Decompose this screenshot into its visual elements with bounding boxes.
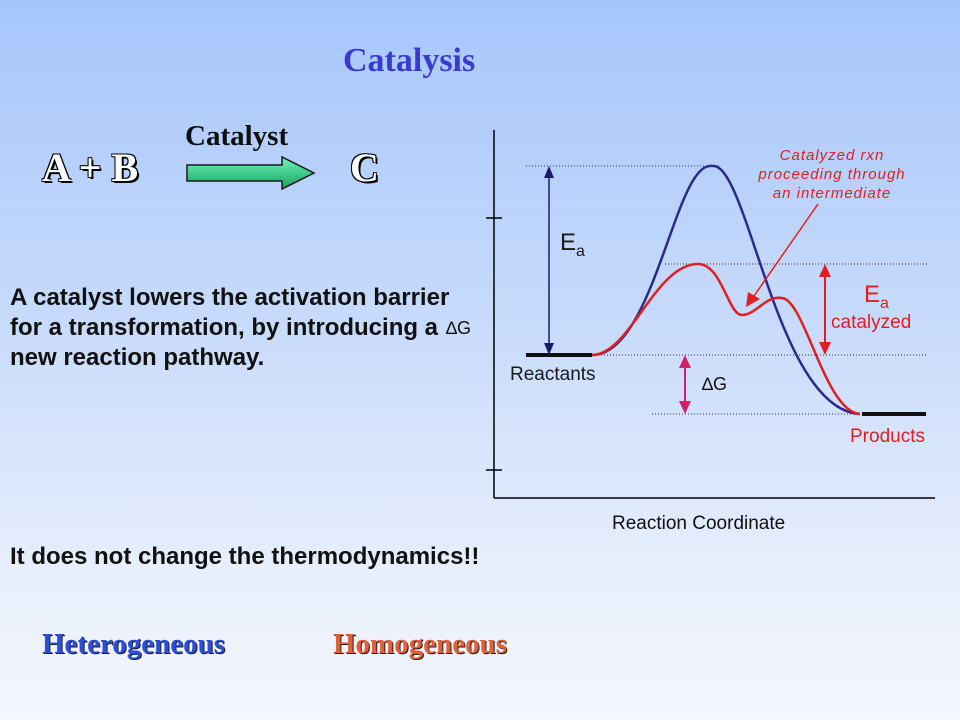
annotation-line-2: proceeding through: [757, 166, 905, 183]
catalyst-description: A catalyst lowers the activation barrier…: [10, 284, 450, 371]
delta-g-arrow-head-down: [679, 401, 691, 414]
delta-g-axis-label: ∆G: [446, 318, 472, 338]
products-label: Products: [850, 426, 925, 447]
annotation-line-1: Catalyzed rxn: [780, 147, 885, 164]
slide-title: Catalysis: [343, 42, 476, 79]
annotation-line-3: an intermediate: [773, 185, 891, 202]
equation-reactants: A + B: [42, 145, 139, 190]
reaction-arrow-icon: [186, 155, 316, 191]
energy-diagram: Ea Ea catalyzed ∆G Reactants Products Re…: [486, 130, 935, 534]
thermodynamics-note: It does not change the thermodynamics!!: [10, 543, 480, 570]
x-axis-label: Reaction Coordinate: [612, 513, 785, 534]
delta-g-label: ∆G: [702, 374, 727, 394]
ea-catalyzed-word: catalyzed: [831, 312, 911, 333]
annotation-pointer-head: [746, 292, 760, 307]
delta-g-arrow-head-up: [679, 355, 691, 368]
ea-catalyzed-arrow-head-down: [819, 342, 831, 355]
reactants-label: Reactants: [510, 364, 596, 385]
catalyst-label: Catalyst: [185, 120, 289, 152]
uncatalyzed-curve: [591, 164, 861, 416]
catalyzed-curve: [591, 262, 861, 416]
ea-arrow-head-down: [544, 343, 554, 355]
heterogeneous-label: Heterogeneous: [42, 628, 226, 660]
ea-label: Ea: [560, 229, 585, 260]
ea-catalyzed-arrow-head-up: [819, 264, 831, 277]
ea-catalyzed-label: Ea: [864, 281, 889, 312]
annotation-pointer-line: [753, 203, 819, 297]
ea-arrow-head-up: [544, 166, 554, 178]
homogeneous-label: Homogeneous: [333, 628, 507, 660]
equation-product: C: [350, 145, 379, 190]
